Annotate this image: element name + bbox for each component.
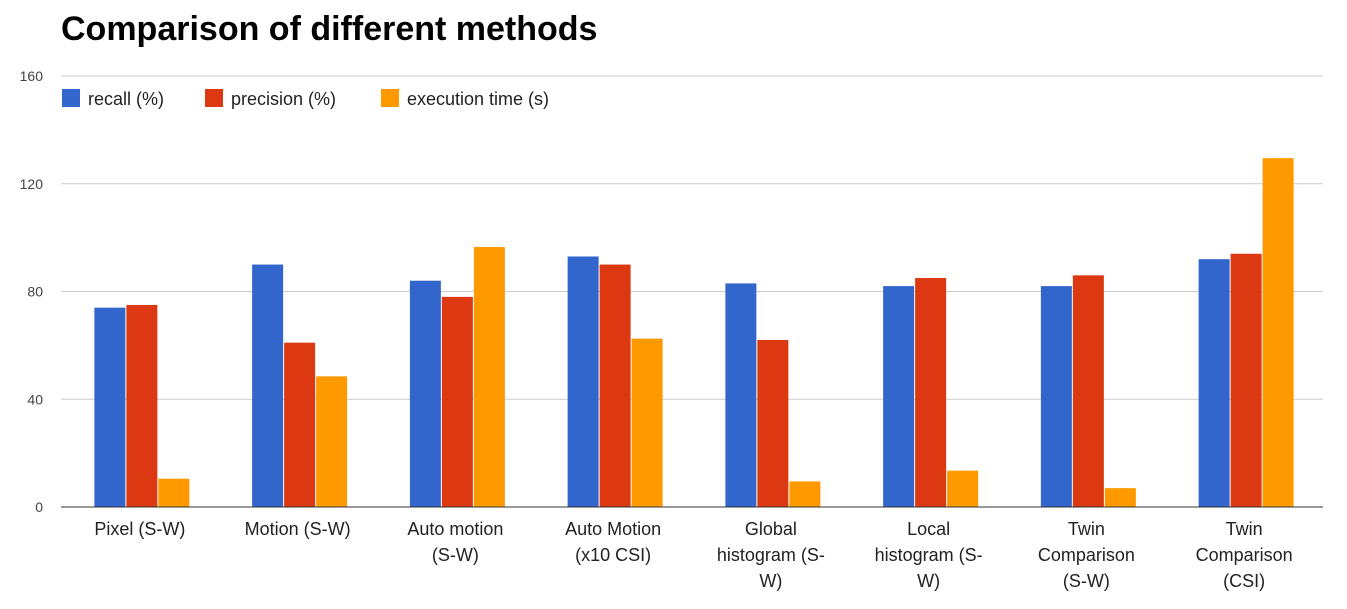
x-tick-label: (S-W): [1063, 571, 1110, 591]
legend-label: precision (%): [231, 89, 336, 109]
bar: [883, 286, 915, 507]
bar: [567, 256, 599, 507]
chart-title: Comparison of different methods: [61, 10, 598, 48]
bar: [158, 478, 190, 507]
y-tick-label: 80: [27, 284, 43, 300]
x-tick-label: (S-W): [432, 545, 479, 565]
x-tick-label: (x10 CSI): [575, 545, 651, 565]
bar: [631, 338, 663, 507]
x-tick-label: W): [917, 571, 940, 591]
x-tick-label: Comparison: [1196, 545, 1293, 565]
x-tick-label: histogram (S-: [875, 545, 983, 565]
x-tick-label: Auto Motion: [565, 519, 661, 539]
x-tick-label: Comparison: [1038, 545, 1135, 565]
bar: [409, 280, 441, 507]
bar: [725, 283, 757, 507]
legend-swatch: [205, 89, 223, 107]
bar: [1230, 253, 1262, 507]
x-tick-label: Local: [907, 519, 950, 539]
legend-label: execution time (s): [407, 89, 549, 109]
bar: [789, 481, 821, 507]
legend-swatch: [62, 89, 80, 107]
y-tick-label: 120: [20, 176, 44, 192]
bar: [1262, 158, 1294, 508]
bar: [126, 304, 158, 507]
legend-label: recall (%): [88, 89, 164, 109]
bar: [599, 264, 631, 507]
bar: [1040, 286, 1072, 507]
bar: [947, 470, 979, 507]
bar: [1072, 275, 1104, 507]
legend-swatch: [381, 89, 399, 107]
x-tick-label: (CSI): [1223, 571, 1265, 591]
y-tick-label: 0: [35, 499, 43, 515]
x-tick-label: Global: [745, 519, 797, 539]
bar: [1198, 259, 1230, 507]
bar: [284, 342, 316, 507]
x-tick-label: Auto motion: [407, 519, 503, 539]
x-tick-label: Twin: [1068, 519, 1105, 539]
bar: [473, 247, 505, 507]
bar: [316, 376, 348, 507]
bar: [757, 339, 789, 507]
bar: [441, 296, 473, 507]
x-tick-label: Motion (S-W): [245, 519, 351, 539]
bar: [94, 307, 126, 507]
y-tick-label: 160: [20, 68, 44, 84]
bar: [1104, 488, 1136, 507]
bar: [252, 264, 284, 507]
x-tick-label: Pixel (S-W): [94, 519, 185, 539]
x-tick-label: histogram (S-: [717, 545, 825, 565]
x-tick-label: W): [759, 571, 782, 591]
x-tick-label: Twin: [1226, 519, 1263, 539]
y-tick-label: 40: [27, 391, 43, 407]
bar: [915, 278, 947, 507]
